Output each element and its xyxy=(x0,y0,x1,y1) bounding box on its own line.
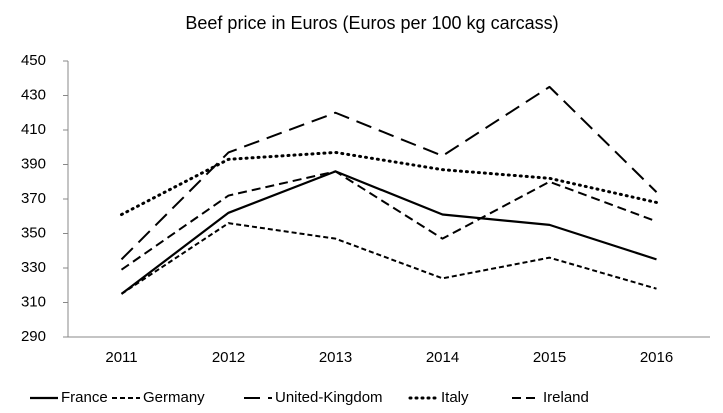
legend-label: France xyxy=(61,389,108,406)
y-tick-label: 390 xyxy=(21,155,46,172)
x-tick-label: 2013 xyxy=(319,349,352,366)
series-line xyxy=(120,150,658,217)
legend-label: Ireland xyxy=(543,389,589,406)
y-tick-label: 330 xyxy=(21,259,46,276)
y-tick-label: 310 xyxy=(21,293,46,310)
x-tick-label: 2011 xyxy=(105,349,137,366)
y-tick-label: 290 xyxy=(21,328,46,345)
legend-label: United-Kingdom xyxy=(275,389,383,406)
y-tick-label: 410 xyxy=(21,121,46,138)
series-line xyxy=(120,170,657,295)
legend-label: Germany xyxy=(143,389,205,406)
series-line xyxy=(120,85,658,261)
legend-label: Italy xyxy=(441,389,469,406)
x-tick-label: 2014 xyxy=(426,349,459,366)
x-tick-label: 2015 xyxy=(533,349,566,366)
y-tick-label: 430 xyxy=(21,86,46,103)
series-line xyxy=(120,222,657,295)
x-tick-label: 2016 xyxy=(640,349,673,366)
series-line xyxy=(120,170,657,271)
y-tick-label: 350 xyxy=(21,224,46,241)
x-tick-label: 2012 xyxy=(212,349,245,366)
y-tick-label: 370 xyxy=(21,190,46,207)
y-tick-label: 450 xyxy=(21,52,46,69)
chart-title: Beef price in Euros (Euros per 100 kg ca… xyxy=(185,13,558,33)
